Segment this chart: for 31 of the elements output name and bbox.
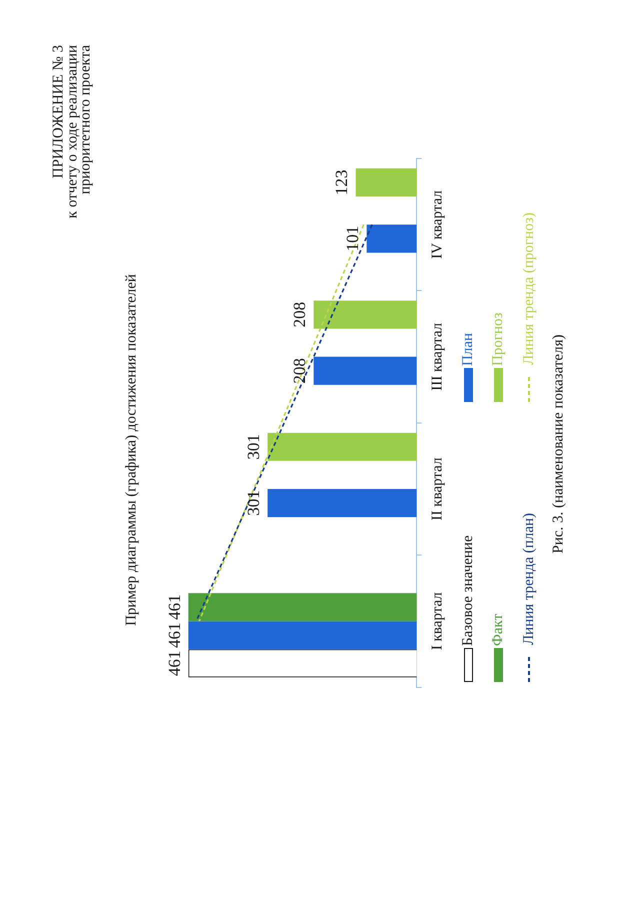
data-label: 461 xyxy=(164,594,184,620)
text: Линия тренда (прогноз) xyxy=(520,212,538,365)
data-label: 461 xyxy=(164,650,184,676)
text: План xyxy=(458,332,477,366)
text: Рис. 3. (наименование показателя) xyxy=(550,334,568,554)
y-tick-label: I квартал xyxy=(429,592,446,650)
data-label: 208 xyxy=(290,302,310,328)
text: к отчету о ходе реализации xyxy=(64,45,80,218)
data-label: 301 xyxy=(244,434,264,460)
data-label: 208 xyxy=(290,358,310,384)
bar xyxy=(314,300,417,329)
text: Факт xyxy=(489,613,508,646)
y-tick-label: II квартал xyxy=(429,457,446,520)
data-label: 123 xyxy=(332,170,352,196)
bar xyxy=(366,224,417,253)
bar xyxy=(188,593,417,622)
bar xyxy=(356,168,417,197)
y-tick-label: IV квартал xyxy=(429,190,446,259)
y-tick-label: III квартал xyxy=(429,322,446,391)
data-label: 461 xyxy=(164,622,184,648)
text: ПРИЛОЖЕНИЕ № 3 xyxy=(50,45,66,180)
data-label: 301 xyxy=(244,490,264,516)
text: Базовое значение xyxy=(458,534,477,646)
data-label: 101 xyxy=(343,226,362,252)
bar xyxy=(314,356,417,385)
bar xyxy=(268,432,417,461)
bar xyxy=(188,621,417,650)
text: Пример диаграммы (графика) достижения показателей xyxy=(124,274,140,626)
bar xyxy=(268,489,417,518)
text: Прогноз xyxy=(489,312,508,366)
text: Линия тренда (план) xyxy=(520,512,538,644)
